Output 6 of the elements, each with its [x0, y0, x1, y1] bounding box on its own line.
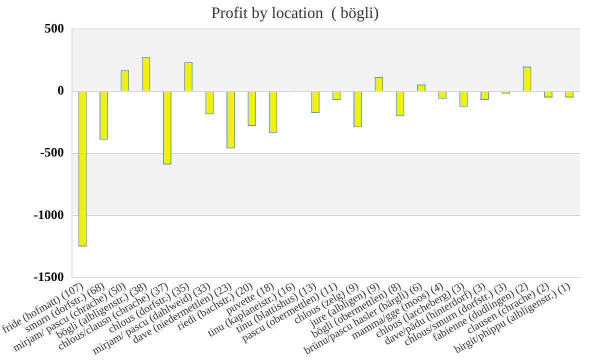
y-tick-label: -1500	[34, 268, 64, 284]
chart-title: Profit by location ( bögli)	[211, 4, 379, 22]
y-tick-label: 500	[44, 20, 64, 36]
y-tick-label: 0	[57, 82, 64, 98]
y-tick-label: -1000	[34, 206, 64, 222]
y-tick-label: -500	[40, 144, 64, 160]
